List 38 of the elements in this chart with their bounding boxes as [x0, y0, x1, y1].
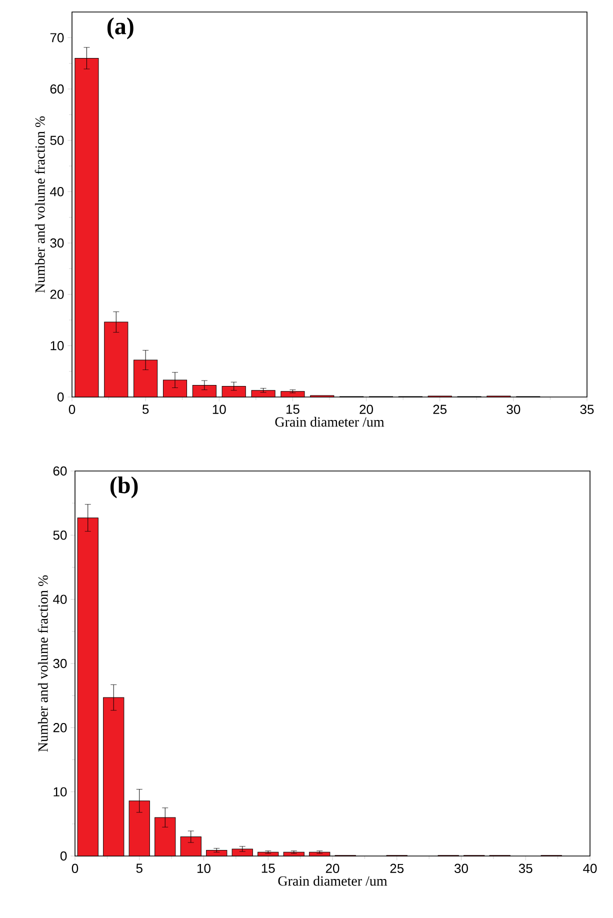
x-tick-label: 25: [390, 864, 404, 874]
y-tick-label: 60: [50, 84, 64, 94]
x-tick-label: 35: [518, 864, 532, 874]
annotation: (a): [107, 17, 134, 40]
y-tick-label: 10: [54, 787, 67, 796]
x-tick-label: 30: [506, 404, 520, 414]
x-tick-label: 15: [262, 864, 275, 873]
y-tick-label: 50: [53, 530, 67, 540]
y-tick-label: 10: [50, 341, 64, 350]
y-tick-label: 30: [53, 658, 67, 668]
y-tick-label: 30: [50, 238, 64, 248]
x-tick-label: 10: [198, 864, 210, 874]
x-axis-title: Grain diameter /um: [278, 876, 388, 886]
x-tick-label: 5: [136, 864, 142, 873]
y-tick-label: 20: [53, 723, 67, 732]
x-tick-label: 10: [212, 404, 226, 414]
y-tick-label: 0: [60, 851, 67, 861]
x-tick-label: 25: [433, 404, 447, 414]
x-tick-label: 40: [583, 864, 597, 874]
y-tick-label: 20: [50, 290, 64, 299]
y-tick-label: 70: [50, 33, 64, 42]
y-tick-label: 0: [57, 392, 64, 402]
x-tick-label: 35: [580, 404, 594, 414]
x-tick-label: 20: [360, 404, 374, 414]
x-tick-label: 0: [68, 404, 76, 414]
y-axis-title: Number and volume fraction %: [38, 575, 48, 752]
x-tick-label: 15: [286, 404, 300, 414]
y-tick-label: 40: [53, 594, 67, 604]
x-axis-title: Grain diameter /um: [275, 416, 384, 427]
annotation: (b): [110, 476, 138, 498]
x-tick-label: 0: [72, 864, 78, 874]
x-tick-label: 5: [142, 404, 149, 414]
y-tick-label: 40: [50, 187, 64, 196]
y-axis-title: Number and volume fraction %: [34, 116, 45, 293]
x-tick-label: 30: [454, 864, 468, 874]
x-tick-label: 20: [326, 864, 340, 874]
y-tick-label: 60: [53, 466, 67, 476]
y-tick-label: 50: [50, 136, 64, 145]
